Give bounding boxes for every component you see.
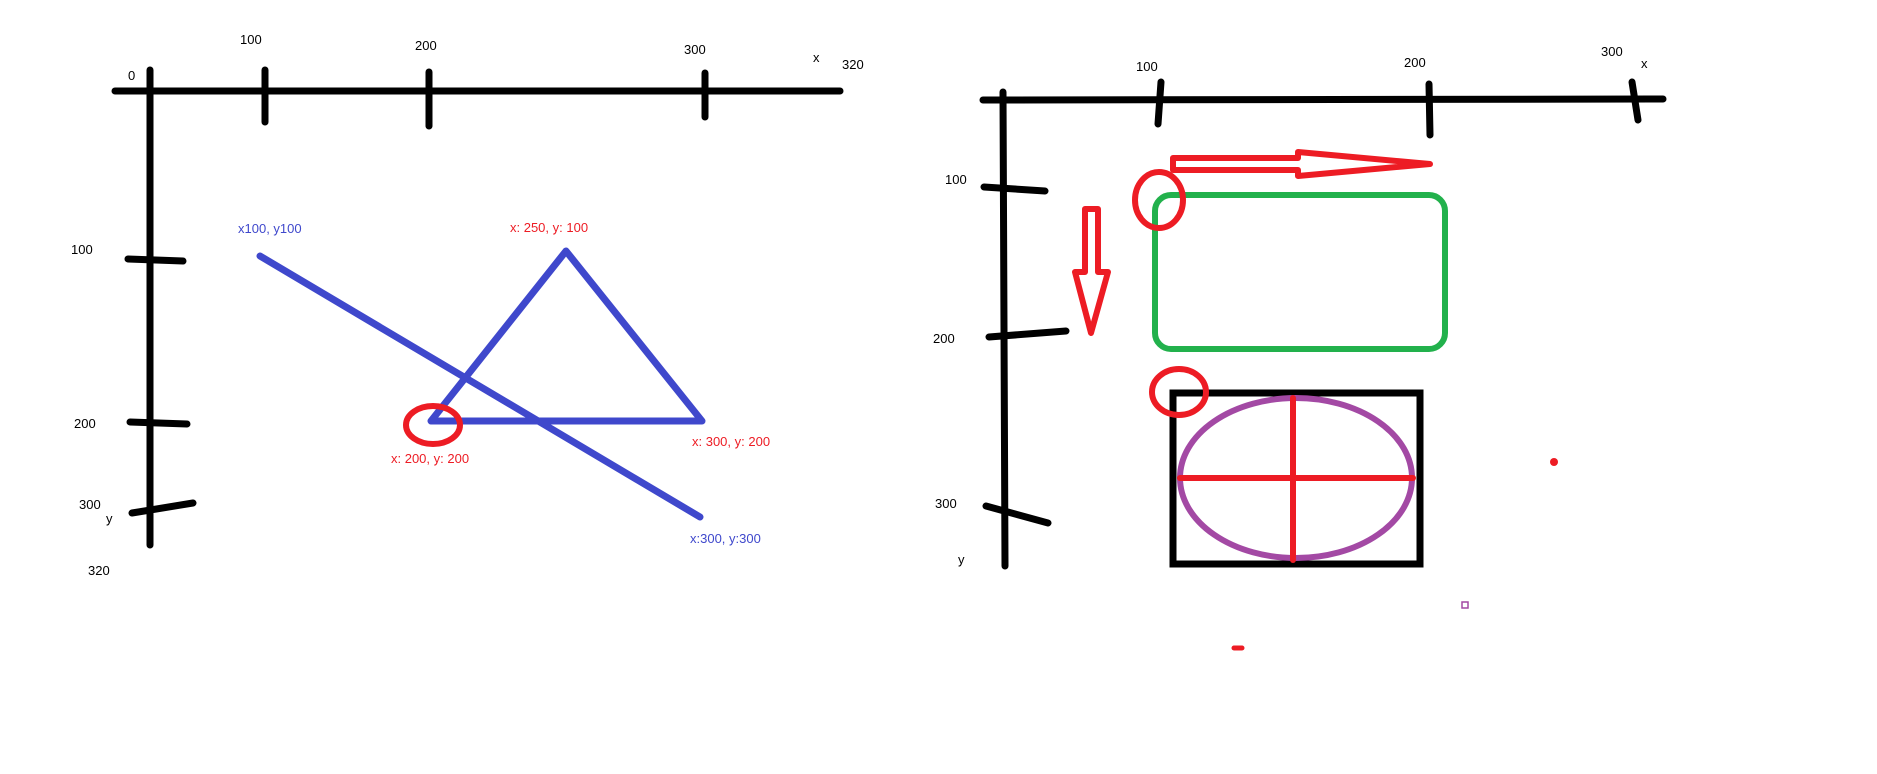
right-y-tick-300	[982, 502, 1052, 527]
right-diagram: 100 200 300 x 100 200 300 y	[933, 44, 1667, 651]
right-y-tick-100	[980, 183, 1049, 195]
left-x-label-300: 300	[684, 42, 706, 57]
red-circle-marker	[403, 403, 463, 447]
left-y-label-300: 300	[79, 497, 101, 512]
left-y-tick-200	[126, 418, 191, 428]
red-arrow-down-icon	[1072, 206, 1111, 336]
red-circle-marker-bottom	[1149, 366, 1209, 418]
green-rounded-rectangle	[1152, 192, 1448, 352]
left-y-label-200: 200	[74, 416, 96, 431]
left-y-axis-name: y	[106, 511, 113, 526]
right-x-axis-name: x	[1641, 56, 1648, 71]
left-diagram: 0 100 200 300 x 320 100 200 300 y 320 x1…	[71, 32, 864, 578]
label-triangle-top: x: 250, y: 100	[510, 220, 588, 235]
right-y-label-300: 300	[935, 496, 957, 511]
left-x-label-0: 0	[128, 68, 135, 83]
left-x-label-320: 320	[842, 57, 864, 72]
blue-triangle	[427, 247, 706, 425]
black-bounding-box	[1169, 389, 1424, 568]
right-y-label-200: 200	[933, 331, 955, 346]
label-triangle-right: x: 300, y: 200	[692, 434, 770, 449]
left-y-label-320: 320	[88, 563, 110, 578]
right-x-label-200: 200	[1404, 55, 1426, 70]
left-x-axis-name: x	[813, 50, 820, 65]
right-x-tick-100	[1154, 78, 1165, 128]
label-line-end: x:300, y:300	[690, 531, 761, 546]
purple-small-square	[1461, 601, 1469, 609]
right-x-tick-300	[1628, 78, 1642, 124]
red-dot	[1550, 458, 1558, 466]
left-y-tick-300	[128, 499, 197, 517]
right-y-label-100: 100	[945, 172, 967, 187]
left-x-label-100: 100	[240, 32, 262, 47]
left-y-tick-100	[124, 255, 187, 265]
right-x-label-300: 300	[1601, 44, 1623, 59]
right-x-tick-200	[1425, 80, 1434, 139]
right-x-axis	[979, 95, 1667, 104]
right-y-tick-200	[985, 327, 1070, 341]
right-x-label-100: 100	[1136, 59, 1158, 74]
left-y-label-100: 100	[71, 242, 93, 257]
right-y-axis-name: y	[958, 552, 965, 567]
blue-line	[256, 252, 704, 521]
right-y-axis	[999, 88, 1009, 570]
left-x-label-200: 200	[415, 38, 437, 53]
red-arrow-right-icon	[1170, 149, 1433, 179]
label-triangle-left: x: 200, y: 200	[391, 451, 469, 466]
red-circle-marker-top	[1132, 169, 1186, 231]
label-line-start: x100, y100	[238, 221, 302, 236]
